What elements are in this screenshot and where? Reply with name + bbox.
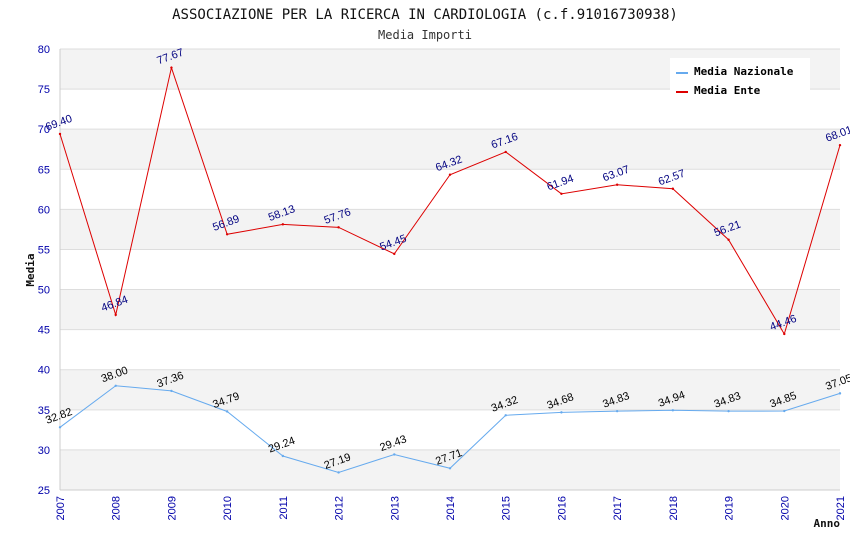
legend: Media Nazionale Media Ente — [670, 58, 810, 100]
data-point — [114, 384, 117, 387]
data-point — [783, 332, 786, 336]
y-tick-label: 35 — [38, 405, 50, 417]
data-label: 62.57 — [657, 168, 687, 189]
grid-band — [60, 369, 840, 410]
y-tick-label: 30 — [38, 445, 50, 457]
grid-band — [60, 209, 840, 250]
series-layer — [58, 65, 842, 474]
data-point — [615, 409, 619, 413]
data-point — [448, 173, 452, 176]
y-tick-label: 55 — [38, 244, 50, 256]
data-point — [448, 467, 452, 470]
data-point — [615, 183, 619, 186]
data-point — [337, 226, 340, 229]
y-tick-label: 45 — [38, 325, 50, 337]
chart-title: ASSOCIAZIONE PER LA RICERCA IN CARDIOLOG… — [172, 7, 678, 23]
y-tick-label: 65 — [38, 164, 50, 176]
x-tick-label: 2021 — [835, 496, 847, 520]
x-tick-label: 2013 — [389, 496, 401, 520]
data-point — [504, 150, 507, 154]
x-ticks: 2007 2008 2009 2010 2011 2012 2013 2014 2015 2016… — [55, 496, 847, 520]
x-tick-label: 2012 — [334, 496, 346, 520]
data-point — [838, 143, 842, 147]
data-point — [170, 389, 173, 393]
y-tick-label: 80 — [38, 44, 50, 56]
grid-bands — [60, 49, 840, 490]
data-point — [170, 66, 173, 69]
x-tick-label: 2011 — [278, 496, 290, 520]
data-point — [58, 132, 62, 136]
data-point — [337, 471, 340, 474]
data-point — [225, 410, 229, 413]
x-tick-label: 2007 — [55, 496, 67, 520]
x-tick-label: 2014 — [445, 496, 457, 520]
data-point — [225, 233, 229, 236]
legend-label-media-nazionale: Media Nazionale — [694, 65, 794, 78]
data-point — [560, 411, 563, 414]
grid-lines — [60, 48, 840, 491]
legend-box — [670, 58, 810, 100]
data-point — [504, 414, 507, 417]
x-tick-label: 2016 — [556, 496, 568, 520]
data-point — [727, 409, 730, 413]
y-ticks: 25 30 35 40 45 50 55 60 65 70 75 80 — [38, 44, 50, 497]
x-tick-label: 2018 — [668, 496, 680, 520]
y-tick-label: 75 — [38, 84, 50, 96]
x-tick-label: 2020 — [779, 496, 791, 520]
y-tick-label: 25 — [38, 485, 50, 497]
x-tick-label: 2008 — [111, 496, 123, 520]
x-tick-label: 2009 — [166, 496, 178, 520]
y-tick-label: 50 — [38, 285, 50, 297]
grid-band — [60, 449, 840, 490]
chart-subtitle: Media Importi — [378, 28, 472, 42]
y-axis-label: Media — [24, 253, 37, 286]
legend-label-media-ente: Media Ente — [694, 84, 761, 97]
x-tick-label: 2019 — [724, 496, 736, 520]
y-tick-label: 70 — [38, 124, 50, 136]
data-label: 61.94 — [545, 173, 575, 194]
data-point — [281, 454, 285, 458]
data-point — [671, 187, 675, 190]
x-tick-label: 2015 — [501, 496, 513, 520]
grid-band — [60, 129, 840, 170]
data-point — [58, 426, 62, 429]
data-point — [393, 252, 396, 256]
y-tick-label: 40 — [38, 365, 50, 377]
data-point — [393, 453, 396, 456]
data-point — [560, 192, 563, 196]
x-axis-label: Anno — [814, 517, 841, 530]
grid-band — [60, 289, 840, 330]
x-tick-label: 2017 — [612, 496, 624, 520]
data-point — [114, 313, 117, 317]
data-point — [671, 409, 675, 412]
data-point — [727, 238, 730, 241]
data-point — [281, 223, 285, 226]
x-tick-label: 2010 — [222, 496, 234, 520]
data-point — [783, 409, 786, 413]
y-tick-label: 60 — [38, 204, 50, 216]
data-point — [838, 392, 842, 395]
